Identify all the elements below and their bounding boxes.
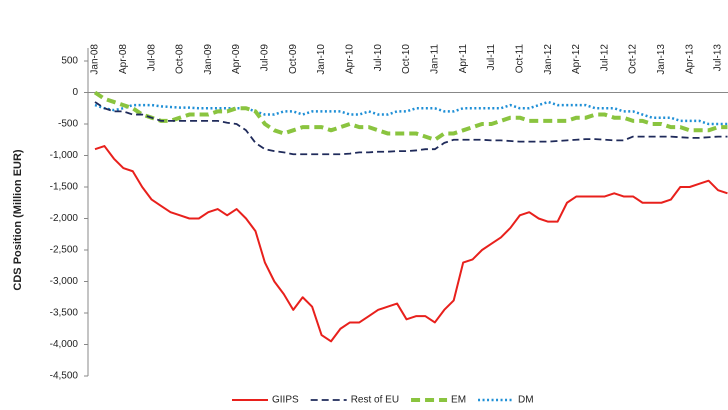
x-tick-label: Jul-12	[599, 44, 610, 72]
y-tick-label: 500	[61, 56, 78, 67]
y-tick-label: -4,500	[50, 371, 79, 382]
y-tick-label: -1,500	[50, 182, 79, 193]
y-tick-label: 0	[72, 87, 78, 98]
x-tick-label: Apr-09	[231, 44, 242, 74]
series-line	[94, 145, 728, 343]
x-tick-label: Apr-13	[684, 44, 695, 74]
y-tick-label: -1,000	[50, 150, 79, 161]
x-tick-label: Jan-08	[90, 44, 101, 75]
y-tick-label: -3,000	[50, 276, 79, 287]
y-axis-label: CDS Position (Million EUR)	[12, 149, 24, 290]
x-tick-label: Jul-09	[260, 44, 271, 72]
x-tick-label: Jul-13	[713, 44, 724, 72]
x-tick-label: Oct-09	[288, 44, 299, 74]
x-tick-label: Jan-09	[203, 44, 214, 75]
x-tick-label: Apr-08	[118, 44, 129, 74]
x-tick-label: Jul-10	[373, 44, 384, 72]
x-tick-label: Oct-12	[628, 44, 639, 74]
legend-label: EM	[451, 395, 466, 406]
x-tick-label: Apr-11	[458, 44, 469, 74]
y-tick-label: -2,000	[50, 213, 79, 224]
y-tick-label: -4,000	[50, 339, 79, 350]
y-tick-label: -2,500	[50, 245, 79, 256]
x-tick-label: Apr-12	[571, 44, 582, 74]
x-tick-label: Apr-10	[345, 44, 356, 74]
x-tick-label: Jan-11	[429, 44, 440, 74]
legend-label: Rest of EU	[351, 395, 399, 406]
x-tick-label: Jan-10	[316, 44, 327, 75]
x-tick-label: Jan-12	[543, 44, 554, 75]
series-line	[93, 90, 728, 142]
x-tick-label: Oct-11	[514, 44, 525, 74]
x-tick-label: Jan-13	[656, 44, 667, 75]
x-tick-label: Jul-08	[146, 44, 157, 72]
y-tick-label: -3,500	[50, 308, 79, 319]
series-line	[94, 101, 728, 156]
x-tick-label: Oct-10	[401, 44, 412, 74]
legend-label: GIIPS	[272, 395, 299, 406]
x-tick-label: Oct-08	[175, 44, 186, 74]
y-tick-label: -500	[58, 119, 78, 130]
legend-label: DM	[518, 395, 534, 406]
x-tick-label: Jul-11	[486, 44, 497, 71]
